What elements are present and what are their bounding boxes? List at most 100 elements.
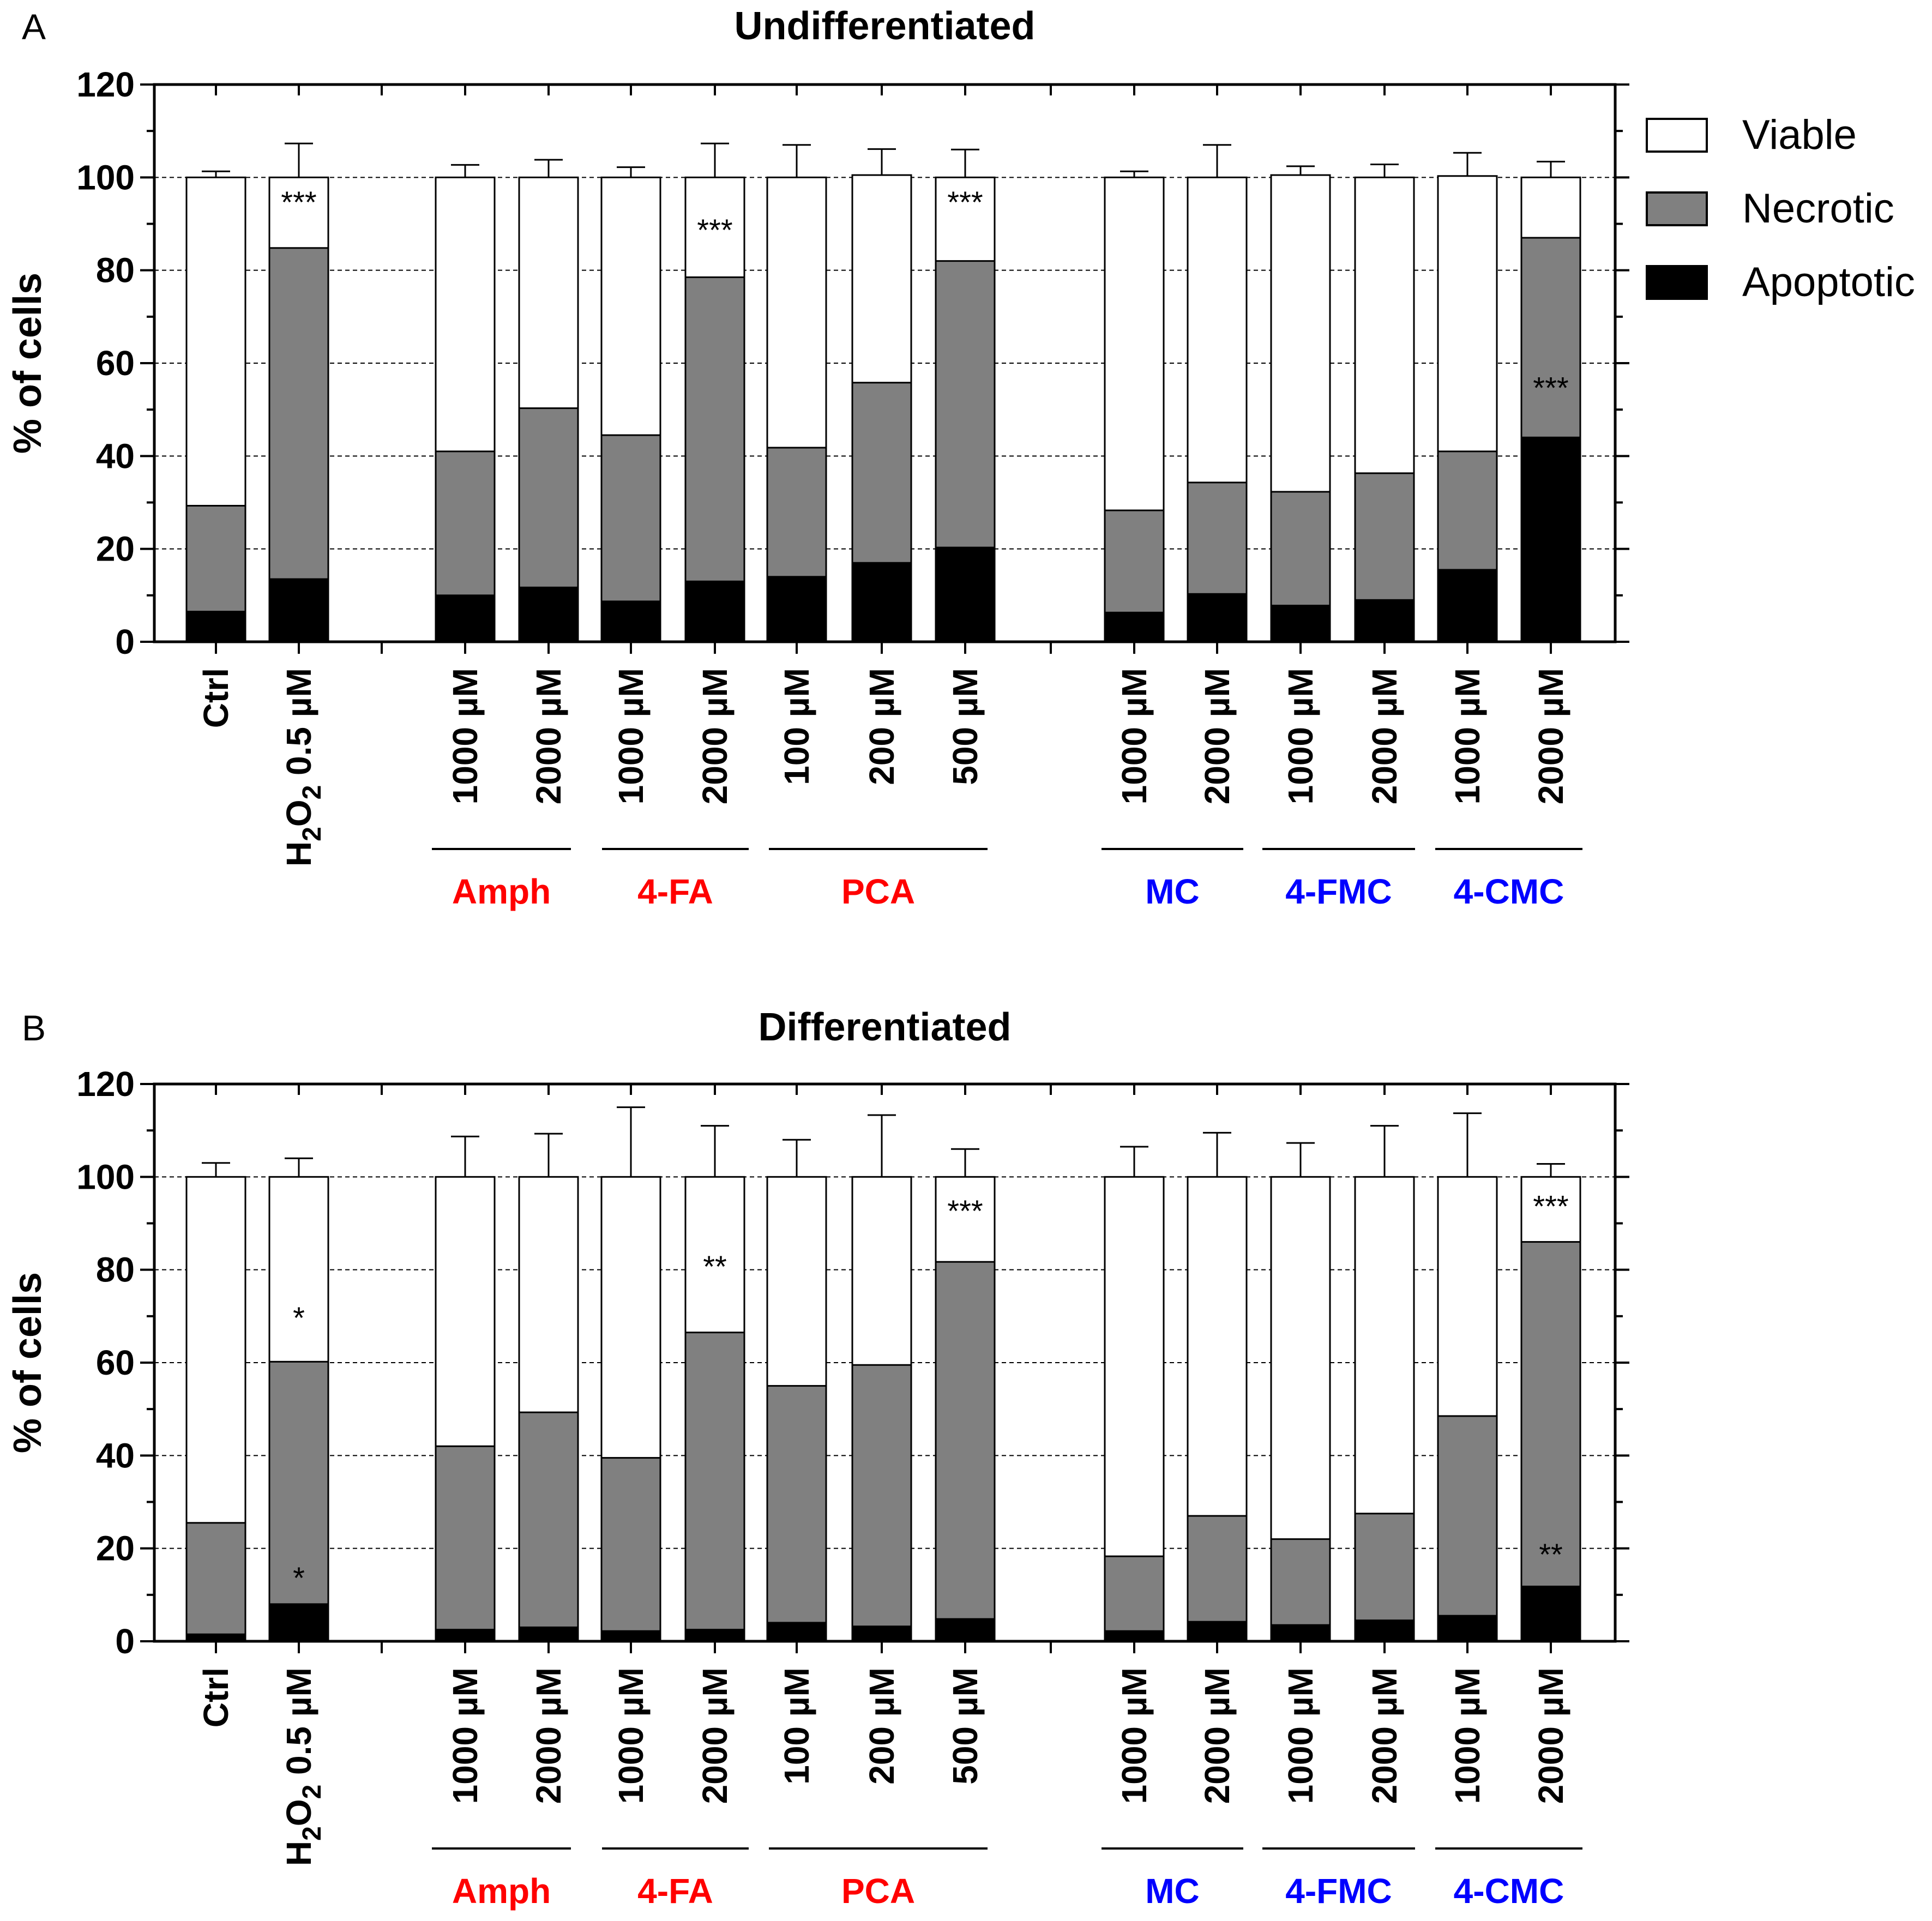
bar-segment-necrotic xyxy=(766,1385,827,1642)
y-tick-label: 120 xyxy=(76,1064,135,1104)
bar-segment-apoptotic xyxy=(766,576,827,643)
legend-swatch-viable xyxy=(1646,118,1708,153)
bar-segment-apoptotic xyxy=(1104,611,1165,643)
group-label: 4-CMC xyxy=(1454,872,1564,911)
significance-marker: *** xyxy=(281,185,316,219)
legend-swatch-necrotic xyxy=(1646,191,1708,226)
panel-title: Undifferentiated xyxy=(734,4,1035,48)
legend: Viable Necrotic Apoptotic xyxy=(1646,112,1915,305)
bar-segment-necrotic xyxy=(935,1261,996,1642)
bar-segment-apoptotic xyxy=(1437,1615,1498,1642)
significance-marker: *** xyxy=(1533,1189,1568,1223)
panel-undifferentiated: A Undifferentiated 0 20 40 60 80 100 120 % of cel… xyxy=(6,4,1629,911)
bar-segment-apoptotic xyxy=(518,586,579,643)
x-tick-label: 100 µM xyxy=(777,668,816,785)
x-tick-label: 1000 µM xyxy=(1115,668,1154,804)
x-tick-label: 1000 µM xyxy=(1115,1667,1154,1804)
group-label: 4-FA xyxy=(637,1871,713,1911)
x-tick-label: 1000 µM xyxy=(611,1667,651,1804)
bar-segment-apoptotic xyxy=(185,611,246,643)
legend-label-necrotic: Necrotic xyxy=(1742,185,1894,232)
x-tick-label: 2000 µM xyxy=(1531,1667,1570,1804)
bar-segment-apoptotic xyxy=(1354,1619,1415,1642)
significance-marker: *** xyxy=(947,1194,983,1228)
significance-marker: *** xyxy=(1533,371,1568,405)
x-tick-label: 2000 µM xyxy=(1197,1667,1237,1804)
bar-segment-apoptotic xyxy=(1104,1630,1165,1642)
group-label: Amph xyxy=(452,872,551,911)
group-label: Amph xyxy=(452,1871,551,1911)
bar-segment-apoptotic xyxy=(435,1629,496,1642)
bar-segment-necrotic xyxy=(518,1411,579,1642)
bar-segment-necrotic xyxy=(1437,1415,1498,1642)
x-tick-label: 1000 µM xyxy=(1281,1667,1320,1804)
bar-segment-apoptotic xyxy=(1354,599,1415,643)
bar-segment-apoptotic xyxy=(766,1622,827,1642)
bar-segment-apoptotic xyxy=(600,1630,661,1642)
x-tick-label: Ctrl xyxy=(196,668,236,728)
group-label: 4-CMC xyxy=(1454,1871,1564,1911)
y-tick-label: 60 xyxy=(96,344,135,383)
bar-segment-apoptotic xyxy=(935,1618,996,1642)
significance-marker: *** xyxy=(947,185,983,219)
panel-title: Differentiated xyxy=(758,1005,1011,1049)
bar-segment-apoptotic xyxy=(1520,436,1581,643)
bar-segment-necrotic xyxy=(1520,1241,1581,1642)
y-tick-label: 80 xyxy=(96,251,135,290)
x-tick-label: 2000 µM xyxy=(1365,668,1404,804)
group-label: PCA xyxy=(841,872,915,911)
x-tick-label: 1000 µM xyxy=(1448,668,1487,804)
y-tick-label: 0 xyxy=(115,1622,135,1661)
x-tick-label: 2000 µM xyxy=(1197,668,1237,804)
bar-segment-apoptotic xyxy=(268,578,329,643)
x-tick-label: 500 µM xyxy=(946,668,985,785)
group-label: MC xyxy=(1145,872,1200,911)
x-tick-label: 1000 µM xyxy=(611,668,651,804)
bar-segment-apoptotic xyxy=(684,1629,745,1642)
group-label: 4-FMC xyxy=(1285,872,1392,911)
bar-segment-apoptotic xyxy=(851,1625,912,1642)
bar-segment-apoptotic xyxy=(1187,593,1248,643)
legend-label-viable: Viable xyxy=(1742,112,1857,158)
y-tick-label: 60 xyxy=(96,1343,135,1382)
group-label: 4-FA xyxy=(637,872,713,911)
panel-differentiated: B Differentiated 0 20 40 60 80 100 120 % of cells… xyxy=(6,1005,1629,1911)
x-tick-label: 1000 µM xyxy=(1281,668,1320,804)
bar-segment-necrotic xyxy=(268,247,329,643)
x-tick-label: 500 µM xyxy=(946,1667,985,1785)
y-tick-label: 20 xyxy=(96,529,135,569)
y-tick-label: 80 xyxy=(96,1250,135,1290)
legend-swatch-apoptotic xyxy=(1646,265,1708,300)
x-tick-label: 100 µM xyxy=(777,1667,816,1785)
bar-segment-apoptotic xyxy=(851,562,912,643)
bar-segment-apoptotic xyxy=(600,600,661,643)
y-tick-label: 100 xyxy=(76,158,135,197)
y-tick-label: 100 xyxy=(76,1157,135,1196)
x-tick-label: Ctrl xyxy=(196,1667,236,1727)
bar-segment-apoptotic xyxy=(518,1626,579,1642)
y-tick-label: 0 xyxy=(115,622,135,661)
significance-marker: *** xyxy=(697,213,732,247)
bar-segment-apoptotic xyxy=(935,546,996,643)
x-tick-label: 2000 µM xyxy=(529,668,568,804)
y-tick-label: 40 xyxy=(96,1436,135,1475)
bar-segment-necrotic xyxy=(435,1445,496,1642)
bar-segment-apoptotic xyxy=(1187,1621,1248,1642)
bar-segment-apoptotic xyxy=(684,580,745,643)
x-tick-label: 2000 µM xyxy=(529,1667,568,1804)
y-axis-label: % of cells xyxy=(6,273,50,454)
y-tick-label: 120 xyxy=(76,65,135,104)
x-tick-label: 2000 µM xyxy=(1531,668,1570,804)
bar-segment-apoptotic xyxy=(268,1603,329,1642)
bar-segment-apoptotic xyxy=(1270,1624,1331,1642)
x-tick-label: 1000 µM xyxy=(446,668,485,804)
panel-letter: B xyxy=(22,1008,46,1048)
bar-segment-necrotic xyxy=(851,1364,912,1642)
bar-segment-necrotic xyxy=(1104,1555,1165,1642)
bar-segment-apoptotic xyxy=(1270,605,1331,643)
significance-marker: ** xyxy=(703,1249,727,1284)
group-label: 4-FMC xyxy=(1285,1871,1392,1911)
x-tick-label: 1000 µM xyxy=(446,1667,485,1804)
x-tick-label: 1000 µM xyxy=(1448,1667,1487,1804)
